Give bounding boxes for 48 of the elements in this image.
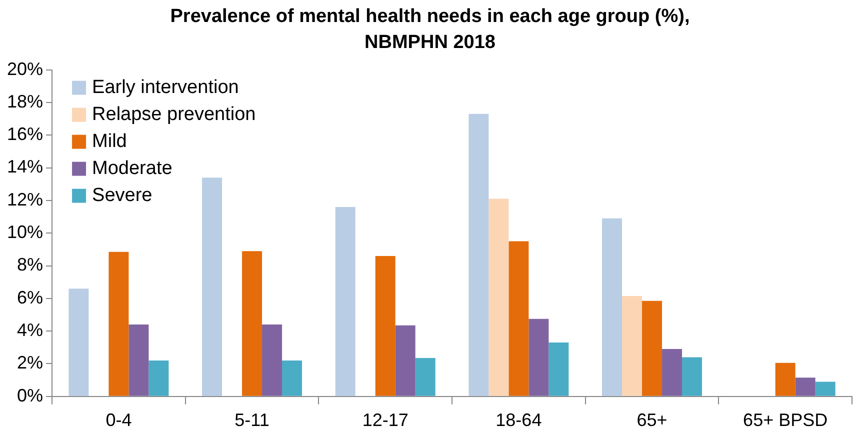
legend-label: Moderate	[92, 158, 172, 180]
y-tick-label: 0%	[17, 385, 44, 406]
bar	[68, 288, 89, 396]
y-tick-label: 16%	[6, 124, 44, 144]
bar	[662, 349, 682, 396]
bar	[602, 218, 622, 396]
y-tick-label: 14%	[6, 156, 44, 177]
y-tick-label: 4%	[17, 320, 44, 340]
legend-label: Mild	[92, 131, 127, 152]
y-tick-label: 12%	[6, 189, 44, 210]
bar	[795, 378, 816, 396]
bar	[282, 360, 302, 396]
bar	[108, 252, 129, 396]
bar	[415, 358, 436, 396]
x-tick-label: 18-64	[496, 410, 542, 430]
bar	[242, 251, 262, 396]
x-tick-label: 5-11	[234, 410, 270, 430]
bar	[488, 198, 509, 396]
legend-label: Severe	[92, 185, 152, 206]
bar	[375, 256, 396, 396]
legend-label: Early intervention	[92, 77, 239, 98]
bar	[468, 114, 489, 396]
bar	[642, 300, 662, 396]
bar	[262, 324, 282, 396]
bar	[775, 362, 796, 396]
bar	[395, 325, 416, 396]
x-tick-label: 65+ BPSD	[743, 410, 828, 430]
y-tick-label: 8%	[17, 254, 44, 275]
bar	[622, 296, 642, 396]
y-tick-label: 6%	[17, 287, 44, 308]
y-tick-label: 10%	[6, 222, 44, 242]
bar	[815, 382, 836, 396]
legend-label: Relapse prevention	[92, 104, 256, 126]
y-tick-label: 18%	[6, 91, 44, 112]
bar	[682, 357, 702, 396]
x-tick-label: 0-4	[106, 410, 132, 430]
bar	[548, 342, 569, 396]
bar	[202, 178, 222, 396]
bar	[508, 241, 529, 396]
y-tick-label: 2%	[17, 352, 44, 373]
bar	[148, 360, 169, 396]
bar	[528, 318, 549, 396]
bar	[335, 206, 356, 396]
chart-title: Prevalence of mental health needs in each age group (%), NBMPHN 2018	[169, 5, 691, 55]
x-tick-label: 65+	[636, 410, 668, 430]
bar	[128, 324, 149, 396]
y-tick-label: 20%	[6, 58, 44, 79]
x-tick-label: 12-17	[362, 410, 408, 430]
